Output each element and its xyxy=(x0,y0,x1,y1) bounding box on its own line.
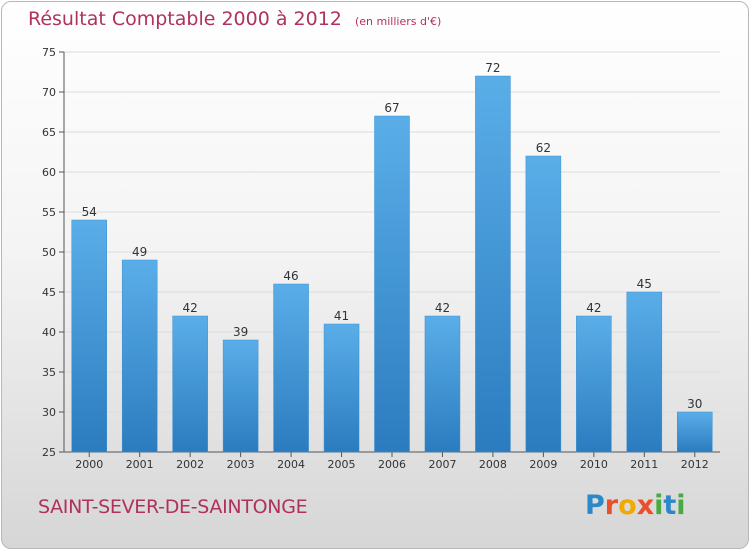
x-tick-label: 2000 xyxy=(75,458,103,471)
title-unit: (en milliers d'€) xyxy=(354,15,442,28)
x-tick-label: 2010 xyxy=(580,458,608,471)
bar-2003 xyxy=(222,339,259,453)
x-tick-label: 2007 xyxy=(428,458,456,471)
y-tick-label: 65 xyxy=(42,126,56,139)
chart-title: Résultat Comptable 2000 à 2012 (en milli… xyxy=(28,8,441,30)
bar-2005 xyxy=(323,323,360,453)
data-label: 45 xyxy=(637,277,652,291)
logo-letter: i xyxy=(676,490,686,521)
y-tick-label: 45 xyxy=(42,286,56,299)
x-tick-label: 2012 xyxy=(681,458,709,471)
data-label: 54 xyxy=(82,205,97,219)
logo-letter: o xyxy=(618,490,637,521)
y-tick-label: 30 xyxy=(42,406,56,419)
bar-2010 xyxy=(576,315,612,453)
y-tick-label: 35 xyxy=(42,366,56,379)
data-label: 42 xyxy=(435,301,450,315)
y-tick-label: 75 xyxy=(42,46,56,59)
y-tick-label: 50 xyxy=(42,246,56,259)
x-tick-label: 2009 xyxy=(529,458,557,471)
logo-letter: x xyxy=(636,490,655,521)
y-tick-label: 60 xyxy=(42,166,56,179)
logo-letter: t xyxy=(663,490,677,521)
y-tick-label: 70 xyxy=(42,86,56,99)
bar-2004 xyxy=(273,283,309,453)
y-tick-label: 40 xyxy=(42,326,56,339)
bar-2009 xyxy=(525,155,562,453)
x-tick-label: 2006 xyxy=(378,458,406,471)
city-name: SAINT-SEVER-DE-SAINTONGE xyxy=(38,496,308,518)
bar-2012 xyxy=(677,411,713,453)
bars xyxy=(71,75,713,453)
x-tick-label: 2008 xyxy=(479,458,507,471)
x-tick-label: 2005 xyxy=(328,458,356,471)
x-tick-label: 2002 xyxy=(176,458,204,471)
y-tick-label: 25 xyxy=(42,446,56,459)
data-label: 67 xyxy=(384,101,399,115)
bar-2007 xyxy=(424,315,461,453)
proxiti-logo: Proxiti xyxy=(585,490,686,521)
title-text: Résultat Comptable 2000 à 2012 xyxy=(28,8,342,30)
bar-2000 xyxy=(71,219,107,453)
logo-letter: P xyxy=(585,490,605,521)
data-label: 30 xyxy=(687,397,702,411)
bar-2002 xyxy=(172,315,208,453)
data-label: 42 xyxy=(183,301,198,315)
bar-2011 xyxy=(626,291,663,453)
logo-letter: i xyxy=(654,490,664,521)
y-tick-label: 55 xyxy=(42,206,56,219)
data-label: 41 xyxy=(334,309,349,323)
data-label: 42 xyxy=(586,301,601,315)
bar-2008 xyxy=(475,75,511,453)
logo-letter: r xyxy=(604,490,619,521)
x-tick-label: 2004 xyxy=(277,458,305,471)
data-label: 62 xyxy=(536,141,551,155)
labels: 25 30 35 40 45 50 55 60 65 70 75 54 2000 49 2001 42 2002… xyxy=(42,46,709,471)
x-tick-label: 2003 xyxy=(227,458,255,471)
data-label: 72 xyxy=(485,61,500,75)
data-label: 39 xyxy=(233,325,248,339)
data-label: 46 xyxy=(283,269,298,283)
x-tick-label: 2011 xyxy=(630,458,658,471)
x-tick-label: 2001 xyxy=(126,458,154,471)
bar-2006 xyxy=(374,115,410,453)
bar-2001 xyxy=(121,259,158,453)
data-label: 49 xyxy=(132,245,147,259)
